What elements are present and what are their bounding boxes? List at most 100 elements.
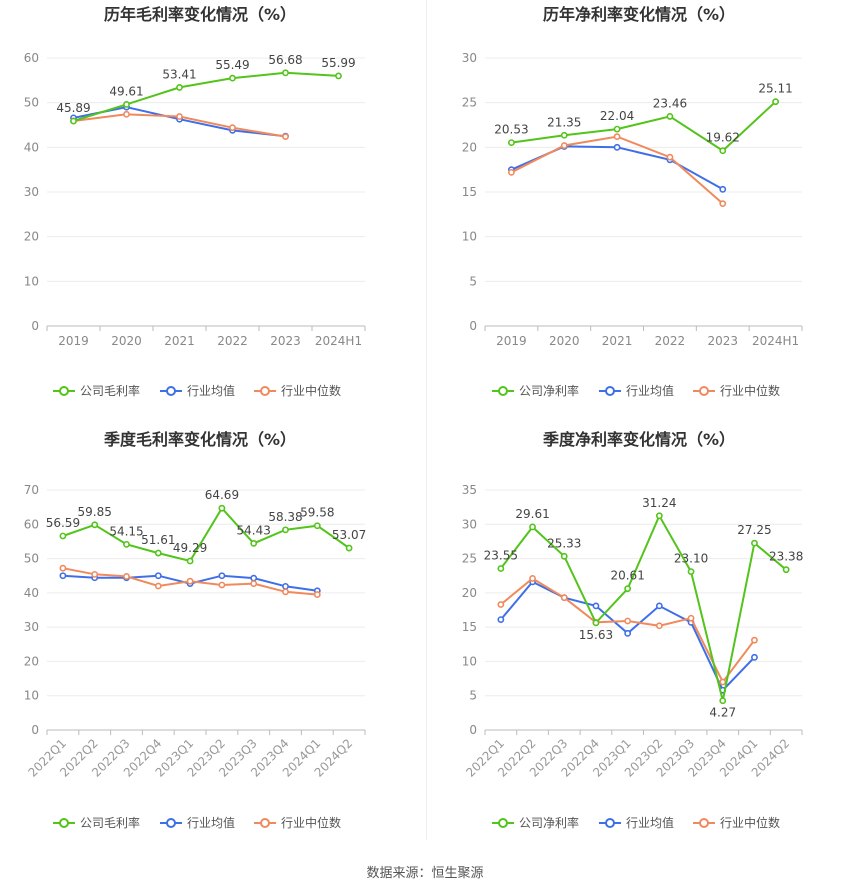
data-point[interactable] bbox=[186, 557, 194, 565]
data-point[interactable] bbox=[123, 572, 130, 580]
legend-item-company[interactable]: 公司毛利率 bbox=[53, 815, 140, 830]
data-point[interactable] bbox=[91, 570, 99, 578]
legend-label: 行业均值 bbox=[187, 815, 235, 830]
legend-marker bbox=[260, 818, 270, 828]
data-point[interactable] bbox=[282, 69, 289, 77]
data-point[interactable] bbox=[772, 98, 779, 106]
data-point[interactable] bbox=[123, 101, 130, 108]
legend-item-industry_median[interactable]: 行业中位数 bbox=[254, 815, 341, 830]
data-point[interactable] bbox=[560, 131, 568, 139]
legend-label: 行业中位数 bbox=[281, 815, 341, 830]
legend-item-company[interactable]: 公司净利率 bbox=[492, 815, 579, 830]
data-point[interactable] bbox=[154, 572, 162, 580]
data-point[interactable] bbox=[59, 572, 67, 580]
data-point[interactable] bbox=[592, 602, 600, 610]
data-point[interactable] bbox=[70, 117, 77, 125]
data-point[interactable] bbox=[624, 629, 632, 637]
data-point[interactable] bbox=[229, 124, 236, 132]
y-tick-label: 30 bbox=[462, 517, 477, 531]
data-point[interactable] bbox=[218, 572, 226, 580]
y-tick-label: 10 bbox=[24, 274, 39, 288]
data-point[interactable] bbox=[560, 594, 568, 602]
data-point[interactable] bbox=[229, 74, 236, 82]
legend-item-industry_avg[interactable]: 行业均值 bbox=[160, 383, 235, 398]
data-point[interactable] bbox=[508, 139, 515, 146]
data-point[interactable] bbox=[687, 614, 695, 622]
legend-label: 行业中位数 bbox=[281, 383, 341, 398]
data-point[interactable] bbox=[613, 143, 621, 151]
data-point[interactable] bbox=[624, 585, 632, 593]
data-point[interactable] bbox=[666, 113, 674, 120]
data-point[interactable] bbox=[282, 526, 289, 534]
legend-item-industry_avg[interactable]: 行业均值 bbox=[160, 815, 235, 830]
data-label: 25.11 bbox=[758, 82, 792, 96]
data-point[interactable] bbox=[560, 552, 568, 560]
data-point[interactable] bbox=[91, 521, 99, 529]
data-point[interactable] bbox=[218, 581, 226, 589]
data-label: 53.07 bbox=[332, 528, 366, 542]
y-tick-label: 40 bbox=[24, 140, 39, 154]
data-point[interactable] bbox=[345, 544, 353, 552]
data-point[interactable] bbox=[782, 566, 790, 574]
data-point[interactable] bbox=[176, 113, 183, 120]
data-point[interactable] bbox=[154, 549, 162, 557]
data-point[interactable] bbox=[313, 591, 321, 598]
data-label: 15.63 bbox=[579, 628, 613, 642]
data-point[interactable] bbox=[529, 575, 536, 582]
series-line bbox=[500, 513, 787, 701]
data-point[interactable] bbox=[335, 72, 342, 80]
data-point[interactable] bbox=[655, 622, 663, 630]
data-point[interactable] bbox=[250, 574, 258, 582]
data-point[interactable] bbox=[655, 512, 663, 520]
data-point[interactable] bbox=[655, 602, 663, 610]
data-point[interactable] bbox=[719, 185, 727, 193]
data-label: 56.59 bbox=[46, 516, 80, 530]
data-point[interactable] bbox=[59, 564, 67, 572]
data-point[interactable] bbox=[719, 678, 727, 686]
x-tick-label: 2021 bbox=[602, 334, 633, 348]
data-point[interactable] bbox=[613, 125, 621, 133]
data-point[interactable] bbox=[560, 142, 568, 149]
legend-item-company[interactable]: 公司净利率 bbox=[492, 383, 579, 398]
series-line bbox=[510, 145, 724, 191]
data-point[interactable] bbox=[186, 577, 194, 585]
data-label: 55.49 bbox=[215, 58, 249, 72]
data-point[interactable] bbox=[282, 588, 289, 596]
legend-item-industry_median[interactable]: 行业中位数 bbox=[693, 815, 780, 830]
legend-item-industry_median[interactable]: 行业中位数 bbox=[254, 383, 341, 398]
data-point[interactable] bbox=[624, 617, 632, 625]
data-point[interactable] bbox=[497, 616, 505, 623]
data-point[interactable] bbox=[719, 147, 727, 155]
y-tick-label: 60 bbox=[24, 51, 39, 65]
data-point[interactable] bbox=[497, 601, 505, 608]
data-point[interactable] bbox=[250, 539, 258, 547]
data-point[interactable] bbox=[250, 580, 258, 587]
data-point[interactable] bbox=[719, 200, 727, 208]
data-point[interactable] bbox=[154, 582, 162, 590]
y-tick-label: 25 bbox=[462, 552, 477, 566]
data-point[interactable] bbox=[123, 110, 130, 118]
data-point[interactable] bbox=[751, 539, 758, 547]
data-point[interactable] bbox=[592, 619, 600, 627]
data-point[interactable] bbox=[282, 582, 289, 590]
data-point[interactable] bbox=[613, 133, 621, 141]
data-point[interactable] bbox=[123, 540, 130, 548]
data-point[interactable] bbox=[497, 565, 505, 572]
legend-marker bbox=[498, 818, 508, 828]
legend-item-industry_avg[interactable]: 行业均值 bbox=[599, 383, 674, 398]
legend-item-company[interactable]: 公司毛利率 bbox=[53, 383, 140, 398]
data-point[interactable] bbox=[751, 636, 758, 644]
data-point[interactable] bbox=[751, 653, 758, 661]
data-point[interactable] bbox=[508, 168, 515, 176]
data-point[interactable] bbox=[529, 523, 536, 531]
data-point[interactable] bbox=[282, 133, 289, 141]
data-point[interactable] bbox=[176, 84, 183, 91]
data-point[interactable] bbox=[313, 522, 321, 530]
legend-item-industry_avg[interactable]: 行业均值 bbox=[599, 815, 674, 830]
data-point[interactable] bbox=[666, 153, 674, 161]
data-point[interactable] bbox=[59, 532, 67, 540]
data-point[interactable] bbox=[687, 568, 695, 575]
legend-item-industry_median[interactable]: 行业中位数 bbox=[693, 383, 780, 398]
data-point[interactable] bbox=[218, 504, 226, 512]
data-point[interactable] bbox=[719, 697, 727, 705]
